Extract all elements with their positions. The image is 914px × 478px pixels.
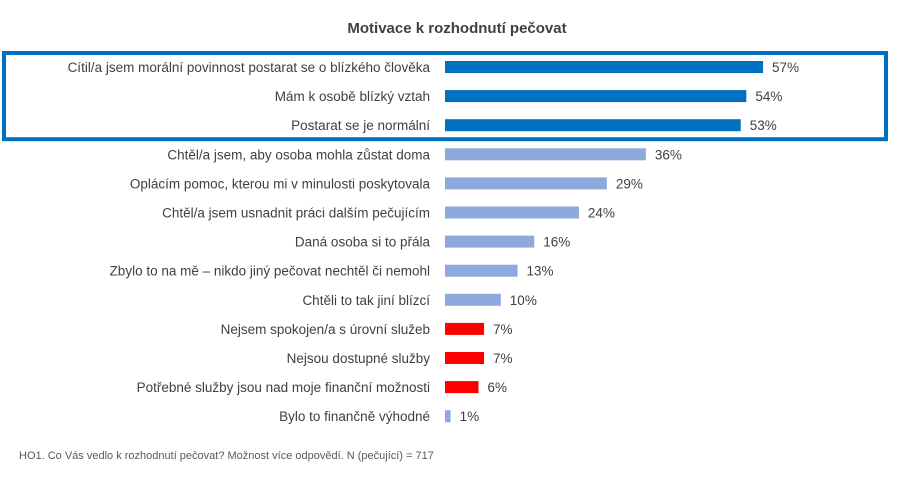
value-label: 7% [493, 351, 513, 366]
category-label: Postarat se je normální [291, 118, 430, 133]
bar [445, 119, 741, 132]
category-label: Potřebné služby jsou nad moje finanční m… [137, 380, 430, 395]
value-label: 54% [755, 89, 782, 104]
bar [445, 322, 485, 335]
category-label: Oplácím pomoc, kterou mi v minulosti pos… [130, 176, 431, 191]
value-label: 7% [493, 322, 513, 337]
value-label: 1% [460, 409, 480, 424]
bar [445, 381, 479, 394]
value-label: 53% [750, 118, 777, 133]
category-label: Zbylo to na mě – nikdo jiný pečovat nech… [110, 264, 430, 279]
category-label: Nejsou dostupné služby [287, 351, 431, 366]
value-label: 16% [543, 235, 570, 250]
value-label: 24% [588, 206, 615, 221]
highlight-box [2, 51, 888, 142]
category-label: Bylo to finančně výhodné [279, 409, 430, 424]
bar [445, 352, 485, 364]
bar [445, 61, 764, 73]
bar [445, 148, 646, 161]
category-label: Nejsem spokojen/a s úrovní služeb [221, 322, 430, 337]
bar [445, 177, 607, 190]
category-label: Chtěl/a jsem, aby osoba mohla zůstat dom… [167, 147, 430, 162]
value-label: 29% [616, 176, 643, 191]
bar [445, 293, 501, 306]
category-label: Chtěl/a jsem usnadnit práci dalším pečuj… [162, 206, 430, 221]
footnote: HO1. Co Vás vedlo k rozhodnutí pečovat? … [19, 450, 434, 462]
bar [445, 264, 518, 277]
value-label: 10% [510, 293, 537, 308]
bar [445, 235, 535, 248]
bar [445, 206, 579, 219]
category-label: Mám k osobě blízký vztah [275, 89, 430, 104]
value-label: 6% [487, 380, 507, 395]
bars-group: Cítil/a jsem morální povinnost postarat … [68, 60, 800, 424]
value-label: 57% [772, 60, 799, 75]
value-label: 36% [655, 147, 682, 162]
bar [445, 410, 451, 423]
bar [445, 90, 747, 103]
chart-title: Motivace k rozhodnutí pečovat [347, 20, 566, 37]
category-label: Daná osoba si to přála [295, 235, 431, 250]
category-label: Chtěli to tak jiní blízcí [302, 293, 430, 308]
value-label: 13% [527, 264, 554, 279]
category-label: Cítil/a jsem morální povinnost postarat … [68, 60, 431, 75]
